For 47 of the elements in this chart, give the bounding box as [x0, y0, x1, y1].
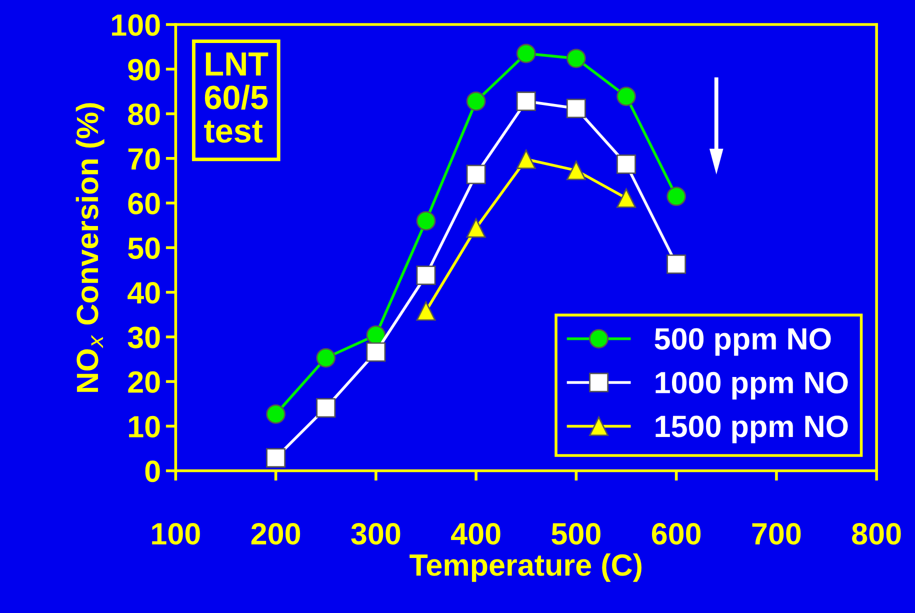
- point: [566, 98, 586, 118]
- x-tick-label: 800: [852, 522, 901, 545]
- x-tick-label: 600: [652, 522, 701, 545]
- point: [366, 342, 386, 362]
- x-tick-label: 300: [351, 522, 400, 545]
- point: [316, 398, 336, 418]
- point: [666, 186, 686, 206]
- point: [416, 266, 436, 286]
- y-tick-label: 30: [128, 326, 160, 348]
- point: [416, 211, 436, 231]
- x-tick-label: 400: [451, 522, 500, 545]
- y-tick-label: 90: [128, 58, 160, 81]
- point: [416, 301, 436, 321]
- y-tick-label: 50: [128, 237, 160, 260]
- point: [516, 44, 536, 64]
- y-tick-label: 40: [128, 282, 160, 304]
- x-tick-label: 700: [752, 522, 801, 545]
- point: [616, 154, 636, 174]
- point: [466, 218, 486, 238]
- point: [316, 348, 336, 368]
- point: [666, 254, 686, 274]
- x-tick-label: 500: [552, 522, 600, 545]
- point: [466, 92, 486, 111]
- point: [566, 160, 586, 180]
- x-tick-label: 200: [251, 522, 300, 545]
- point: [466, 164, 486, 184]
- y-tick-label: 80: [128, 104, 160, 126]
- y-axis-title: NO$_{x}$ Conversion (%): [76, 103, 104, 392]
- y-tick-label: 60: [128, 192, 160, 214]
- legend-label: 1000 ppm NO: [656, 372, 848, 400]
- legend-label: 500 ppm NO: [654, 328, 831, 356]
- point: [266, 448, 286, 468]
- legend-label: 1500 ppm NO: [656, 416, 848, 444]
- point: [616, 86, 636, 106]
- y-tick-label: 0: [145, 460, 160, 482]
- x-axis-title: Temperature (C): [410, 553, 642, 582]
- y-tick-label: 10: [129, 416, 160, 438]
- annotation: LNT 60/5 test: [204, 52, 268, 143]
- y-tick-label: 20: [128, 371, 160, 393]
- point: [566, 48, 586, 68]
- point: [516, 150, 536, 170]
- x-tick-label: 100: [152, 522, 200, 545]
- point: [516, 92, 536, 111]
- y-tick-label: 100: [112, 14, 160, 36]
- point: [616, 188, 636, 208]
- point: [266, 404, 286, 424]
- y-tick-label: 70: [128, 148, 160, 170]
